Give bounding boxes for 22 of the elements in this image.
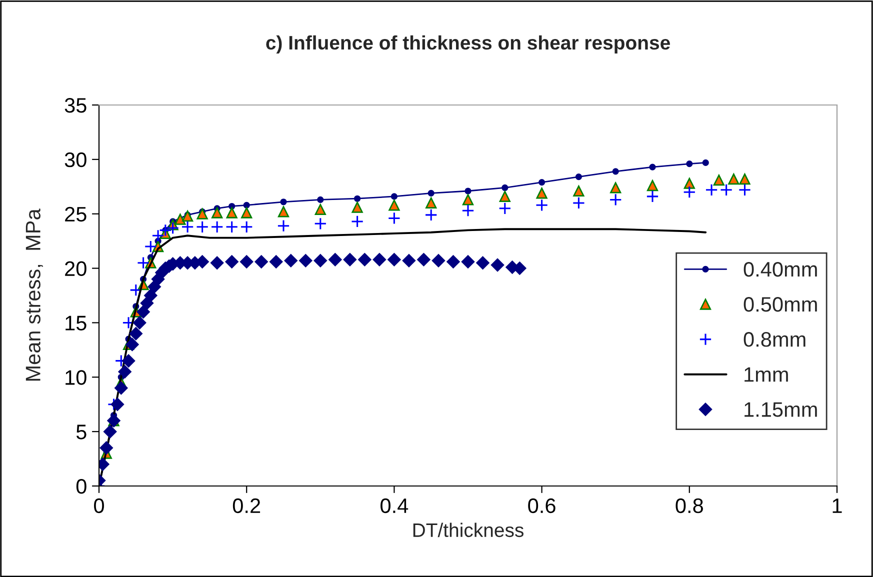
y-tick-label: 10 — [66, 370, 86, 385]
y-tick-label: 30 — [64, 152, 86, 168]
x-tick-label: 1 — [832, 498, 842, 513]
y-tick-label: 35 — [64, 98, 86, 113]
x-tick-label: 0.8 — [676, 498, 703, 514]
x-tick-label: 0.6 — [528, 498, 556, 514]
legend-label: 0.50mm — [744, 297, 817, 312]
x-tick-label: 0 — [94, 498, 104, 514]
chart-title: c) Influence of thickness on shear response — [266, 35, 670, 54]
y-tick-label: 5 — [76, 424, 86, 440]
y-axis-title: Mean stress, MPa — [26, 208, 43, 381]
y-tick-label: 15 — [66, 316, 86, 330]
legend-label: 1.15mm — [744, 402, 817, 417]
y-tick-label: 25 — [65, 206, 86, 222]
legend-label: 0.8mm — [744, 332, 806, 347]
y-tick-label: 20 — [65, 261, 86, 276]
x-tick-label: 0.4 — [380, 498, 408, 514]
x-tick-label: 0.2 — [232, 498, 260, 514]
legend-label: 1mm — [744, 367, 788, 382]
x-axis-title: DT/thickness — [413, 522, 524, 538]
legend-label: 0.40mm — [744, 262, 817, 277]
y-tick-label: 0 — [76, 479, 86, 494]
